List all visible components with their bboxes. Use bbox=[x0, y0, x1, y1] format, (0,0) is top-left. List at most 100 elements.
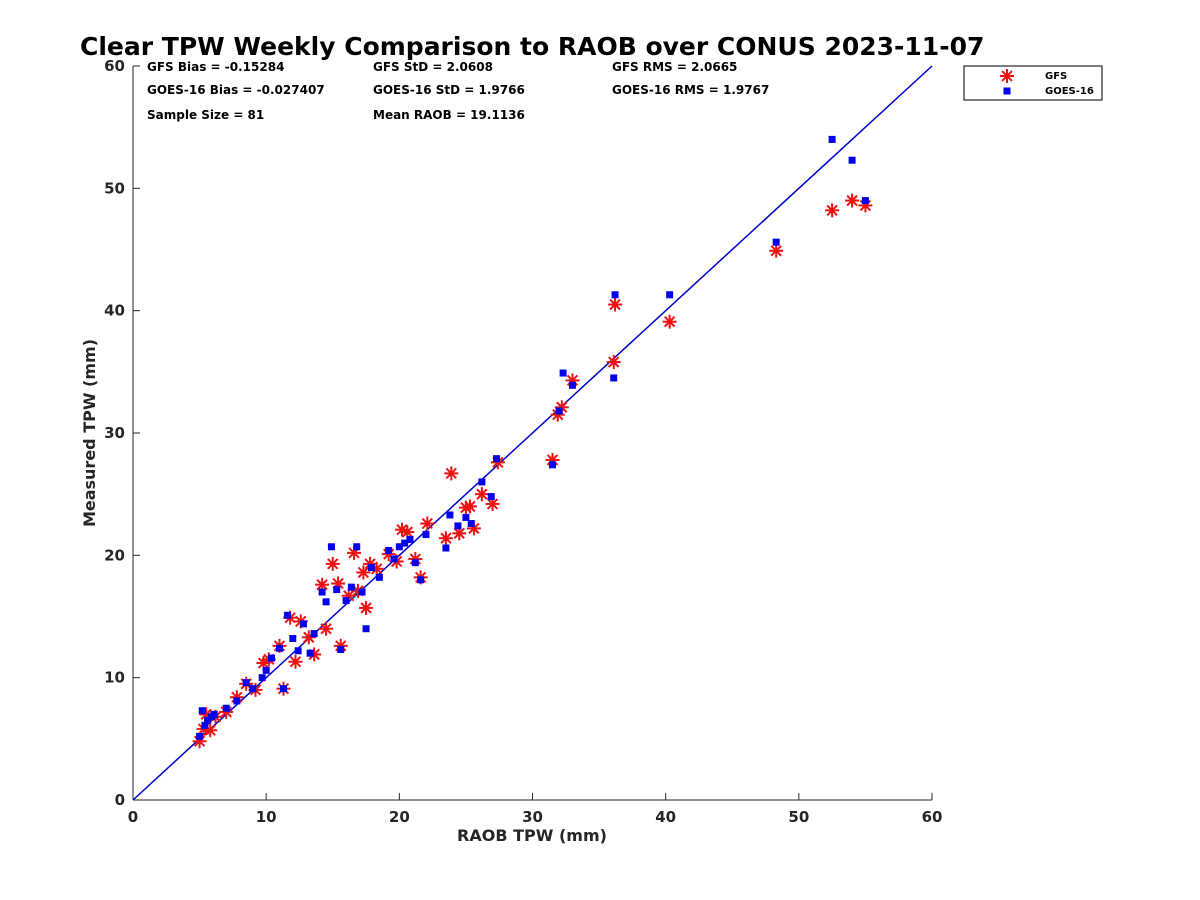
goes-16-point bbox=[306, 649, 314, 657]
legend-gfs-marker bbox=[1000, 69, 1014, 83]
goes-16-point bbox=[310, 630, 318, 638]
x-tick-label: 10 bbox=[256, 808, 277, 826]
y-tick-label: 20 bbox=[104, 546, 125, 564]
goes-16-point bbox=[322, 598, 330, 606]
goes-16-point bbox=[666, 291, 674, 299]
x-tick-label: 30 bbox=[522, 808, 543, 826]
goes-16-point bbox=[318, 588, 326, 596]
gfs-bias-text: GFS Bias = -0.15284 bbox=[147, 60, 284, 74]
goes-16-point bbox=[467, 520, 475, 528]
y-tick-label: 40 bbox=[104, 302, 125, 320]
goes-16-point bbox=[848, 156, 856, 164]
gfs-point bbox=[462, 499, 477, 514]
goes-16-point bbox=[772, 238, 780, 246]
goes-16-point bbox=[568, 381, 576, 389]
goes-16-point bbox=[337, 646, 345, 654]
gfs-point bbox=[400, 525, 415, 540]
gfs-std-text: GFS StD = 2.0608 bbox=[373, 60, 493, 74]
sample-size-text: Sample Size = 81 bbox=[147, 108, 264, 122]
gfs-point bbox=[662, 314, 677, 329]
goes-16-point bbox=[333, 586, 341, 594]
mean-raob-text: Mean RAOB = 19.1136 bbox=[373, 108, 525, 122]
gfs-point bbox=[438, 531, 453, 546]
x-tick-label: 60 bbox=[922, 808, 943, 826]
goes-16-point bbox=[294, 647, 302, 655]
goes-16-point bbox=[442, 544, 450, 552]
goes-16-point bbox=[493, 455, 501, 463]
x-tick-label: 40 bbox=[655, 808, 676, 826]
gfs-point bbox=[845, 193, 860, 208]
gfs-point bbox=[394, 522, 409, 537]
chart-title: Clear TPW Weekly Comparison to RAOB over… bbox=[80, 32, 984, 61]
goes-16-point bbox=[362, 625, 370, 633]
goes-16-point bbox=[559, 369, 567, 377]
gfs-point bbox=[359, 600, 374, 615]
gfs-point bbox=[356, 565, 371, 580]
legend: GFS GOES-16 bbox=[963, 65, 1103, 101]
goes-16-point bbox=[411, 559, 419, 567]
goes-16-point bbox=[406, 535, 414, 543]
goes-16-point bbox=[385, 546, 393, 554]
goes-16-point bbox=[327, 543, 335, 551]
goes-16-point bbox=[204, 716, 212, 724]
gfs-point bbox=[608, 297, 623, 312]
goes-16-point bbox=[611, 291, 619, 299]
goes-16-point bbox=[347, 583, 355, 591]
gfs-point bbox=[319, 621, 334, 636]
y-tick-label: 50 bbox=[104, 179, 125, 197]
legend-goes-label: GOES-16 bbox=[1045, 86, 1094, 97]
goes-16-point bbox=[487, 493, 495, 501]
goes-16-point bbox=[446, 511, 454, 519]
y-tick-label: 10 bbox=[104, 669, 125, 687]
y-tick-label: 60 bbox=[104, 57, 125, 75]
goes-16-point bbox=[548, 461, 556, 469]
goes-16-point bbox=[279, 685, 287, 693]
goes-16-point bbox=[258, 674, 266, 682]
x-axis-label: RAOB TPW (mm) bbox=[457, 826, 607, 845]
y-axis-label: Measured TPW (mm) bbox=[80, 339, 99, 527]
goes-16-point bbox=[353, 543, 361, 551]
gfs-point bbox=[474, 487, 489, 502]
goes-16-point bbox=[390, 555, 398, 563]
y-tick-label: 30 bbox=[104, 424, 125, 442]
x-tick-label: 50 bbox=[788, 808, 809, 826]
goes-16-point bbox=[267, 654, 275, 662]
goes-16-point bbox=[367, 564, 375, 572]
goes-16-point bbox=[289, 635, 297, 643]
goes-16-point bbox=[283, 611, 291, 619]
goes-16-point bbox=[422, 531, 430, 539]
x-tick-label: 20 bbox=[389, 808, 410, 826]
gfs-point bbox=[606, 355, 621, 370]
goes-16-point bbox=[401, 539, 409, 547]
series-goes-16 bbox=[196, 135, 869, 740]
legend-box bbox=[963, 65, 1103, 101]
goes-16-point bbox=[478, 478, 486, 486]
legend-gfs-asterisk bbox=[1000, 69, 1014, 83]
gfs-point bbox=[825, 203, 840, 218]
goes-16-point bbox=[198, 707, 206, 715]
gfs-point bbox=[325, 556, 340, 571]
goes-16-point bbox=[462, 513, 470, 521]
series-gfs bbox=[192, 193, 873, 749]
goes-16-point bbox=[555, 407, 563, 415]
goes-16-point bbox=[275, 644, 283, 652]
goes-16-point bbox=[242, 679, 250, 687]
goes-rms-text: GOES-16 RMS = 1.9767 bbox=[612, 83, 769, 97]
gfs-point bbox=[769, 243, 784, 258]
goes-16-point bbox=[454, 522, 462, 530]
goes-16-point bbox=[610, 374, 618, 382]
points-layer bbox=[192, 135, 873, 749]
legend-goes-square bbox=[1003, 87, 1011, 95]
goes-16-point bbox=[395, 543, 403, 551]
goes-bias-text: GOES-16 Bias = -0.027407 bbox=[147, 83, 325, 97]
y-tick-label: 0 bbox=[115, 791, 125, 809]
goes-16-point bbox=[375, 573, 383, 581]
one-to-one-line bbox=[132, 65, 933, 801]
goes-16-point bbox=[201, 721, 209, 729]
gfs-point bbox=[288, 654, 303, 669]
ticks-layer: 0 10 20 30 40 50 60 0 10 20 30 40 50 60 bbox=[104, 57, 942, 826]
x-tick-label: 0 bbox=[128, 808, 138, 826]
goes-16-point bbox=[861, 197, 869, 205]
goes-16-point bbox=[222, 704, 230, 712]
